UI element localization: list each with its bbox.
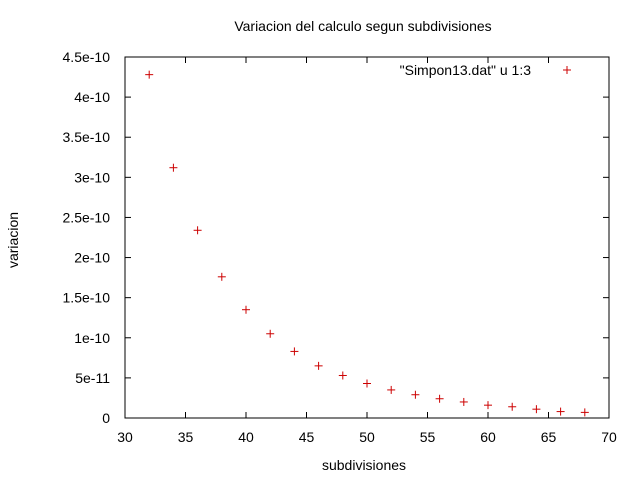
chart-title: Variacion del calculo segun subdivisione… xyxy=(234,18,491,34)
x-tick-label: 40 xyxy=(238,429,254,445)
y-tick-label: 2.5e-10 xyxy=(63,209,111,225)
x-tick-label: 55 xyxy=(420,429,436,445)
x-tick-label: 60 xyxy=(480,429,496,445)
data-point xyxy=(242,305,250,314)
y-tick-label: 4.5e-10 xyxy=(63,49,111,65)
axis-ticks xyxy=(124,56,610,419)
data-point xyxy=(387,385,396,394)
legend-label: "Simpon13.dat" u 1:3 xyxy=(400,62,532,78)
legend: "Simpon13.dat" u 1:3 xyxy=(400,62,571,78)
data-point xyxy=(193,226,202,235)
data-point xyxy=(363,379,371,388)
y-tick-label: 3.5e-10 xyxy=(63,129,111,145)
data-point xyxy=(508,402,517,411)
data-point xyxy=(217,272,226,281)
data-point xyxy=(314,361,323,370)
y-tick-label: 1.5e-10 xyxy=(63,290,111,306)
data-points xyxy=(145,70,589,417)
data-point xyxy=(145,70,154,79)
data-point xyxy=(411,390,420,399)
data-point xyxy=(266,329,275,338)
x-tick-label: 30 xyxy=(117,429,133,445)
y-tick-label: 3e-10 xyxy=(74,169,110,185)
x-axis-label: subdivisiones xyxy=(322,457,406,473)
y-tick-label: 0 xyxy=(102,410,110,426)
y-tick-label: 5e-11 xyxy=(75,370,110,386)
y-axis-label: variacion xyxy=(5,212,21,268)
y-tick-labels: 0 5e-11 1e-10 1.5e-10 2e-10 2.5e-10 3e-10 3.5e-… xyxy=(63,49,111,426)
data-point xyxy=(435,394,444,403)
data-point xyxy=(338,371,347,380)
data-point xyxy=(580,408,589,417)
legend-marker xyxy=(563,66,571,74)
x-tick-label: 35 xyxy=(178,429,194,445)
data-point xyxy=(484,401,492,410)
data-point xyxy=(169,163,178,172)
x-tick-labels: 30 35 40 45 50 55 60 65 70 xyxy=(117,429,617,445)
plot-frame xyxy=(124,56,610,419)
data-point xyxy=(556,407,565,416)
data-point xyxy=(459,397,468,406)
y-tick-label: 4e-10 xyxy=(74,89,110,105)
x-tick-label: 65 xyxy=(541,429,557,445)
x-tick-label: 50 xyxy=(359,429,375,445)
data-point xyxy=(532,405,541,414)
legend-marker-plus xyxy=(563,66,571,74)
y-tick-label: 1e-10 xyxy=(74,330,110,346)
x-tick-label: 70 xyxy=(601,429,617,445)
x-tick-label: 45 xyxy=(299,429,315,445)
y-tick-label: 2e-10 xyxy=(74,250,110,266)
data-point xyxy=(290,347,299,356)
